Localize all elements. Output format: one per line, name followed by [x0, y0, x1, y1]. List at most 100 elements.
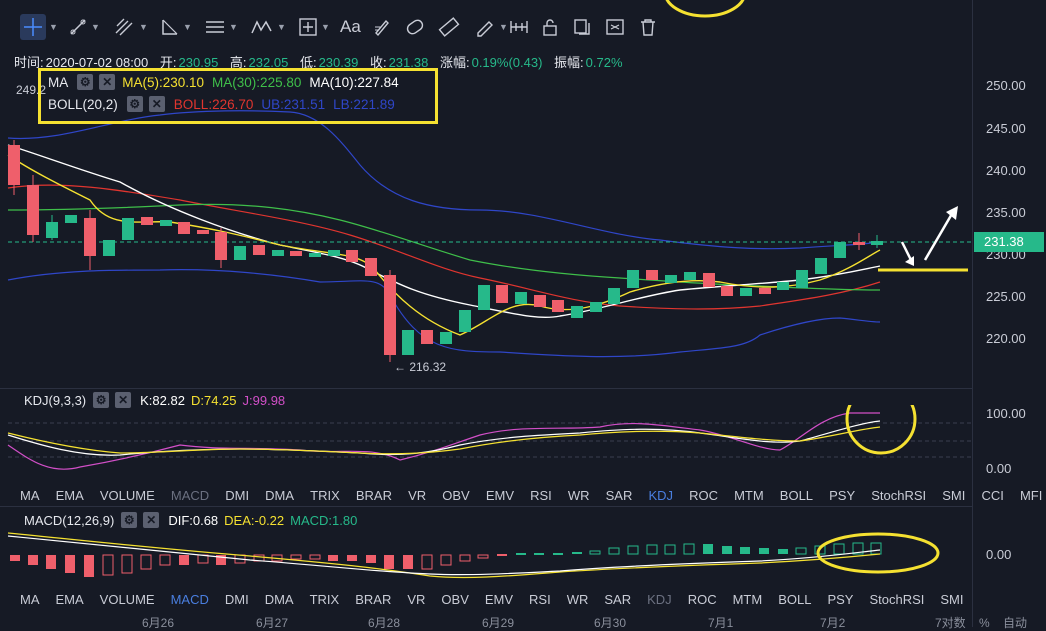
indicator-tab[interactable]: DMA — [264, 592, 294, 607]
indicator-tab[interactable]: MA — [20, 592, 40, 607]
brush-icon — [375, 19, 389, 37]
indicator-tab[interactable]: EMA — [55, 488, 84, 503]
trend-line-tool-button[interactable]: ▼ — [68, 14, 100, 40]
kdj-chart[interactable] — [0, 405, 972, 485]
indicator-tab[interactable]: BOLL — [779, 488, 814, 503]
lock-tool-button[interactable] — [540, 14, 560, 40]
indicator-tab[interactable]: MFI — [1019, 488, 1043, 503]
indicator-tab[interactable]: DMI — [225, 488, 250, 503]
indicator-tab[interactable]: VOLUME — [99, 592, 155, 607]
indicator-tab[interactable]: ROC — [687, 592, 717, 607]
text-icon: Aa — [340, 17, 361, 36]
kdj-j-value: J:99.98 — [242, 392, 286, 408]
text-tool-button[interactable]: Aa — [340, 14, 361, 40]
indicator-tab[interactable]: SAR — [605, 488, 633, 503]
indicator-tab[interactable]: TRIX — [309, 592, 340, 607]
kdj-legend: KDJ(9,3,3) ⚙ ✕ K:82.82 D:74.25 J:99.98 — [24, 392, 285, 408]
indicator-tab[interactable]: WR — [567, 488, 590, 503]
kdj-axis-tick: 100.00 — [986, 406, 1026, 421]
change-label: 涨幅: — [439, 55, 470, 70]
indicator-tab[interactable]: TRIX — [310, 488, 340, 503]
copy-tool-button[interactable] — [572, 14, 592, 40]
copy-icon — [574, 19, 590, 35]
indicator-tab[interactable]: MTM — [734, 488, 764, 503]
triangle-icon — [162, 19, 178, 35]
indicator-tab[interactable]: BOLL — [778, 592, 812, 607]
indicator-tab[interactable]: SMI — [942, 488, 966, 503]
indicator-tab[interactable]: RSI — [530, 488, 552, 503]
wave-tool-button[interactable]: ▼ — [250, 14, 286, 40]
hide-tool-button[interactable] — [604, 14, 626, 40]
brush-tool-button[interactable] — [372, 14, 392, 40]
macd-histogram — [10, 542, 882, 577]
hide-icon — [606, 19, 624, 35]
close-icon[interactable]: ✕ — [99, 74, 116, 90]
indicator-tab[interactable]: SAR — [604, 592, 632, 607]
pencil-tool-button[interactable]: ▼ — [474, 14, 508, 40]
indicator-tab[interactable]: OBV — [441, 592, 469, 607]
indicator-tab[interactable]: ROC — [689, 488, 718, 503]
price-tick: 245.00 — [986, 121, 1026, 136]
macd-chart[interactable] — [0, 528, 972, 590]
indicator-tab[interactable]: CCI — [981, 488, 1004, 503]
gear-icon[interactable]: ⚙ — [121, 512, 138, 528]
indicator-tab[interactable]: KDJ — [647, 592, 672, 607]
indicator-tab[interactable]: WR — [566, 592, 589, 607]
panel-divider[interactable] — [0, 388, 972, 389]
indicator-tab[interactable]: PSY — [829, 488, 856, 503]
ohlc-info-bar: 时间: 2020-07-02 08:00 开: 230.95 高: 232.05 低:… — [14, 52, 631, 71]
fib-tool-button[interactable]: ▼ — [114, 14, 148, 40]
indicator-tab[interactable]: EMV — [485, 488, 514, 503]
indicator-tab[interactable]: MTM — [732, 592, 763, 607]
indicator-tab[interactable]: StochRSI — [869, 592, 925, 607]
indicator-tabs-macd: MA EMA VOLUME MACD DMI DMA TRIX BRAR VR OBV EMV RSI… — [20, 592, 980, 607]
time-axis[interactable]: 6月26 6月27 6月28 6月29 6月30 7月1 7月2 — [0, 614, 972, 630]
percent-scale-toggle[interactable]: % — [979, 616, 990, 630]
eraser-tool-button[interactable] — [404, 14, 426, 40]
ub-value: UB:231.51 — [261, 96, 326, 112]
trash-icon — [641, 19, 655, 36]
trash-tool-button[interactable] — [638, 14, 658, 40]
fib-icon — [115, 18, 133, 36]
indicator-tab[interactable]: OBV — [442, 488, 470, 503]
indicator-tab[interactable]: MACD — [170, 592, 209, 607]
close-icon[interactable]: ✕ — [143, 512, 160, 528]
indicator-tab[interactable]: EMV — [484, 592, 514, 607]
indicator-tab[interactable]: DMA — [265, 488, 295, 503]
gear-icon[interactable]: ⚙ — [77, 74, 94, 90]
indicator-tab[interactable]: VR — [407, 592, 426, 607]
indicator-tab[interactable]: MA — [20, 488, 40, 503]
close-icon[interactable]: ✕ — [115, 392, 132, 408]
time-label: 时间: — [14, 55, 44, 70]
parallel-tool-button[interactable]: ▼ — [204, 14, 238, 40]
ruler-tool-button[interactable] — [438, 14, 460, 40]
indicator-tab[interactable]: VR — [408, 488, 427, 503]
crosshair-tool-button[interactable]: ▼ — [20, 14, 58, 40]
indicator-tab[interactable]: RSI — [529, 592, 551, 607]
panel-divider[interactable] — [0, 506, 972, 507]
gear-icon[interactable]: ⚙ — [126, 96, 143, 112]
macd-axis-tick: 0.00 — [986, 547, 1012, 562]
magnet-tool-button[interactable] — [508, 14, 530, 40]
close-label: 收: — [369, 55, 387, 70]
open-value: 230.95 — [178, 55, 219, 70]
indicator-tab[interactable]: StochRSI — [871, 488, 927, 503]
close-icon[interactable]: ✕ — [148, 96, 165, 112]
log-scale-toggle[interactable]: 7对数 — [935, 616, 966, 630]
indicator-tab[interactable]: SMI — [940, 592, 964, 607]
indicator-tab[interactable]: DMI — [224, 592, 249, 607]
low-price-marker: ← 216.32 — [394, 360, 447, 374]
indicator-tab[interactable]: VOLUME — [99, 488, 155, 503]
indicator-tab[interactable]: BRAR — [355, 592, 392, 607]
price-axis[interactable] — [972, 0, 1046, 627]
auto-scale-toggle[interactable]: 自动 — [1003, 616, 1028, 630]
indicator-tab[interactable]: EMA — [55, 592, 84, 607]
candlestick-chart[interactable] — [0, 70, 972, 388]
triangle-tool-button[interactable]: ▼ — [160, 14, 192, 40]
indicator-tab[interactable]: PSY — [827, 592, 854, 607]
indicator-tab[interactable]: KDJ — [648, 488, 673, 503]
measure-tool-button[interactable]: ▼ — [298, 14, 330, 40]
indicator-tab[interactable]: BRAR — [355, 488, 392, 503]
gear-icon[interactable]: ⚙ — [93, 392, 110, 408]
indicator-tab[interactable]: MACD — [170, 488, 210, 503]
